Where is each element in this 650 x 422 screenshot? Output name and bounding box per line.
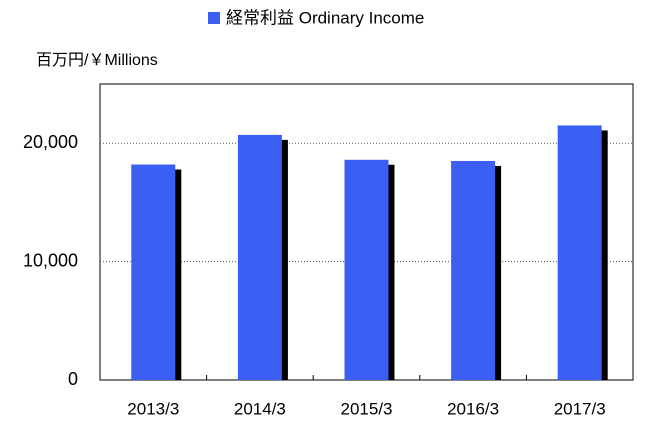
y-axis-label: 百万円/￥Millions bbox=[36, 52, 158, 69]
x-tick-label: 2017/3 bbox=[554, 399, 606, 418]
x-tick-label: 2014/3 bbox=[234, 399, 286, 418]
y-tick-label: 0 bbox=[68, 369, 78, 389]
y-tick-label: 20,000 bbox=[23, 132, 78, 152]
bar bbox=[131, 164, 176, 380]
y-tick-label: 10,000 bbox=[23, 250, 78, 270]
bar bbox=[557, 125, 602, 380]
legend-swatch bbox=[208, 12, 220, 24]
legend-label: 経常利益 Ordinary Income bbox=[226, 8, 424, 27]
x-tick-label: 2016/3 bbox=[447, 399, 499, 418]
bar bbox=[451, 160, 496, 380]
bar bbox=[237, 134, 282, 380]
bar bbox=[344, 159, 389, 380]
x-tick-label: 2015/3 bbox=[341, 399, 393, 418]
x-tick-label: 2013/3 bbox=[127, 399, 179, 418]
